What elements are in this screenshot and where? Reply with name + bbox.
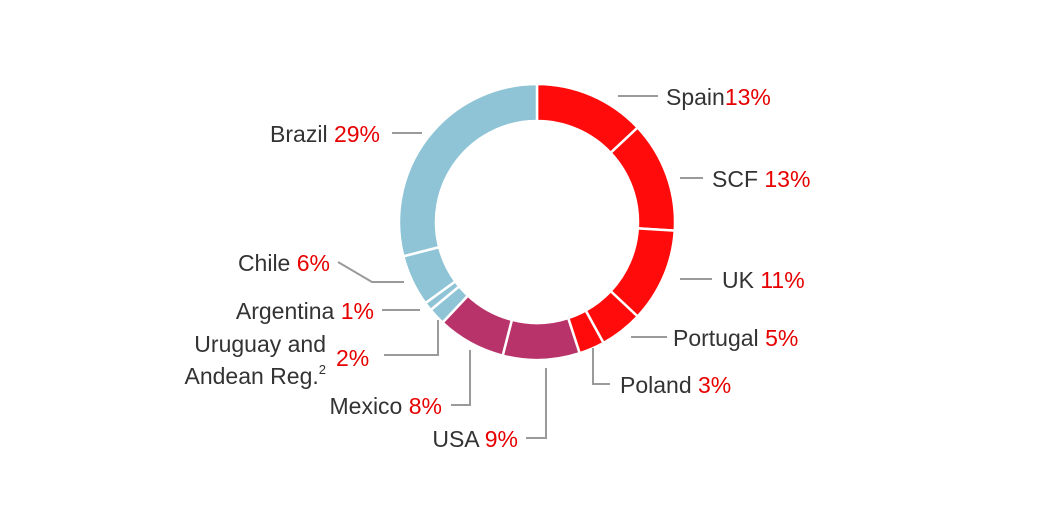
label-brazil-value: 29% bbox=[334, 121, 380, 147]
leader-line-usa bbox=[526, 368, 547, 439]
leader-line-uruguay bbox=[384, 320, 439, 356]
donut-slice-scf bbox=[608, 125, 677, 232]
label-usa-name: USA bbox=[432, 426, 480, 452]
label-portugal-name: Portugal bbox=[673, 325, 759, 351]
label-chile-name: Chile bbox=[238, 250, 290, 276]
label-uruguay-line2: Andean Reg.2 bbox=[184, 362, 326, 389]
label-scf: SCF 13% bbox=[712, 166, 810, 192]
label-poland-value: 3% bbox=[698, 372, 731, 398]
leader-line-chile bbox=[337, 261, 404, 283]
label-argentina: Argentina 1% bbox=[236, 298, 374, 324]
label-argentina-value: 1% bbox=[341, 298, 374, 324]
leader-line-mexico bbox=[451, 350, 471, 406]
label-usa: USA 9% bbox=[432, 426, 518, 452]
donut-slice-brazil bbox=[397, 82, 539, 258]
label-scf-value: 13% bbox=[764, 166, 810, 192]
donut-slices bbox=[397, 82, 677, 362]
label-poland: Poland 3% bbox=[620, 372, 731, 398]
label-mexico: Mexico 8% bbox=[330, 393, 443, 419]
donut-slice-usa bbox=[501, 316, 582, 362]
label-uruguay-line1: Uruguay and bbox=[194, 331, 326, 357]
label-portugal: Portugal 5% bbox=[673, 325, 798, 351]
label-spain-value: 13% bbox=[725, 84, 771, 110]
label-uruguay-line2-text: Andean Reg. bbox=[184, 363, 318, 389]
label-spain-name: Spain bbox=[666, 84, 725, 110]
label-uk: UK 11% bbox=[722, 267, 805, 293]
label-mexico-value: 8% bbox=[409, 393, 442, 419]
label-argentina-name: Argentina bbox=[236, 298, 335, 324]
leader-lines bbox=[337, 95, 712, 439]
label-chile: Chile 6% bbox=[238, 250, 330, 276]
label-uk-name: UK bbox=[722, 267, 755, 293]
label-chile-value: 6% bbox=[297, 250, 330, 276]
label-uk-value: 11% bbox=[760, 267, 804, 293]
label-spain: Spain13% bbox=[666, 84, 771, 110]
label-scf-name: SCF bbox=[712, 166, 758, 192]
label-poland-name: Poland bbox=[620, 372, 692, 398]
label-uruguay-value: 2% bbox=[336, 345, 369, 371]
label-uruguay-footnote: 2 bbox=[319, 362, 326, 377]
leader-line-poland bbox=[592, 348, 610, 385]
label-brazil: Brazil 29% bbox=[270, 121, 380, 147]
label-brazil-name: Brazil bbox=[270, 121, 328, 147]
label-usa-value: 9% bbox=[485, 426, 518, 452]
label-mexico-name: Mexico bbox=[330, 393, 403, 419]
label-portugal-value: 5% bbox=[765, 325, 798, 351]
